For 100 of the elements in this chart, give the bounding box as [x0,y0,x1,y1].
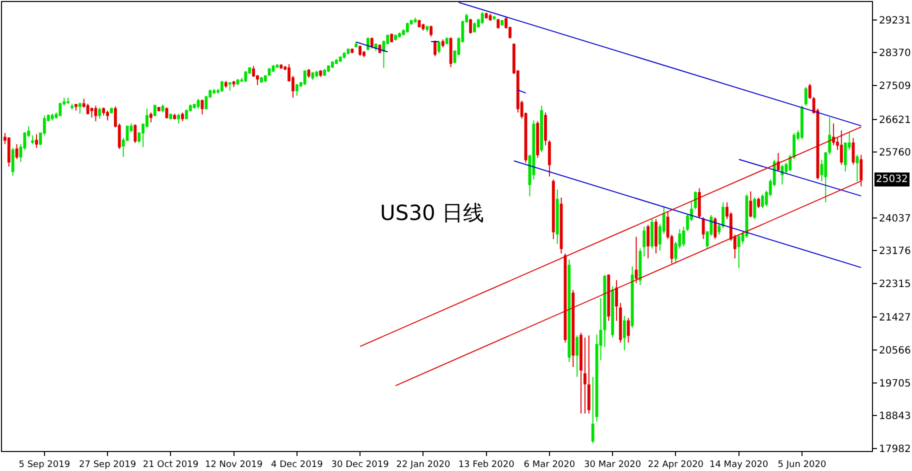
y-tick-label: 27509 [879,80,911,92]
candlestick [556,188,559,244]
candlestick [406,22,409,33]
candlestick [622,315,626,351]
candlestick [634,236,638,284]
candlestick [260,76,263,84]
candlestick [548,140,551,177]
candlestick [484,12,488,20]
y-tick-label: 25760 [879,148,911,159]
candlestick [350,48,354,54]
candlestick [626,317,630,344]
candlestick [157,107,160,112]
candlestick [650,218,654,249]
candlestick [70,103,74,110]
candlestick [224,80,228,88]
candlestick [445,36,448,45]
x-tick-label: 22 Jan 2020 [396,460,450,470]
candlestick [638,248,642,286]
candlestick [244,70,248,83]
candlestick [153,104,156,117]
candlestick [492,15,496,20]
candlestick [66,97,70,104]
y-tick-label: 21427 [879,312,911,324]
candlestick [824,152,828,203]
candlestick [220,80,224,92]
candlestick [422,23,425,32]
candlestick [86,103,90,115]
candlestick [426,25,429,32]
candlestick [473,22,476,33]
candlestick [303,70,306,86]
y-tick-label: 18843 [879,411,911,422]
candlestick [753,196,756,220]
candlestick [94,105,98,122]
candlestick [7,136,10,168]
x-tick-label: 30 Dec 2019 [331,460,390,470]
candlestick [607,274,610,322]
y-tick-label: 19705 [879,378,911,390]
candlestick [134,124,137,144]
candlestick [800,105,804,140]
candlestick [35,134,38,148]
candlestick [840,130,843,166]
candlestick [856,154,859,182]
candlestick [78,102,82,114]
candlestick [280,64,283,70]
candlestick [615,280,618,322]
x-tick-label: 5 Jun 2020 [778,460,826,470]
x-tick-label: 22 Apr 2020 [648,460,704,470]
candlestick [338,56,342,63]
candlestick [702,216,705,240]
y-tick-label: 29231 [879,15,911,26]
candlestick [500,19,504,26]
candlestick [619,302,622,344]
candlestick [587,334,590,414]
candlestick [264,74,267,83]
candlestick [334,58,338,65]
candlestick [398,32,401,38]
candlestick [366,36,370,51]
candlestick [50,113,54,121]
x-tick-label: 6 Mar 2020 [524,460,576,470]
candlestick [315,70,318,78]
candlestick [342,52,346,59]
annotation: 25032 [876,174,908,185]
candlestick [611,286,614,338]
candlestick [228,82,232,92]
candlestick [544,112,547,146]
candlestick [394,34,398,41]
candlestick [327,64,330,73]
candlestick [792,132,796,160]
candlestick [780,164,784,185]
candlestick [642,226,646,257]
candlestick [173,113,176,120]
y-tick-label: 22315 [879,278,911,290]
candlestick [181,112,184,122]
x-tick-label: 12 Nov 2019 [204,460,263,470]
x-tick-label: 27 Sep 2019 [79,460,136,470]
candlestick [776,152,780,172]
y-tick-label: 20566 [879,346,911,356]
candlestick [714,216,717,240]
candlestick [330,60,334,68]
candlestick [177,113,180,124]
candlestick [654,218,658,254]
candlestick [560,196,563,254]
candlestick [804,86,808,106]
candlestick [90,107,94,118]
candlestick [323,68,326,76]
candlestick [200,99,204,115]
candlestick [540,105,544,153]
candlestick [430,25,433,38]
candlestick [149,112,152,123]
candlestick [268,67,271,76]
candlestick [358,44,362,57]
candlestick [354,41,358,48]
candlestick [212,88,216,94]
x-tick-label: 5 Sep 2019 [18,460,70,470]
candlestick [749,190,752,218]
candlestick [682,226,686,248]
candlestick [438,41,440,54]
candlestick [319,70,322,78]
candlestick [694,190,697,210]
candlestick [630,266,634,328]
